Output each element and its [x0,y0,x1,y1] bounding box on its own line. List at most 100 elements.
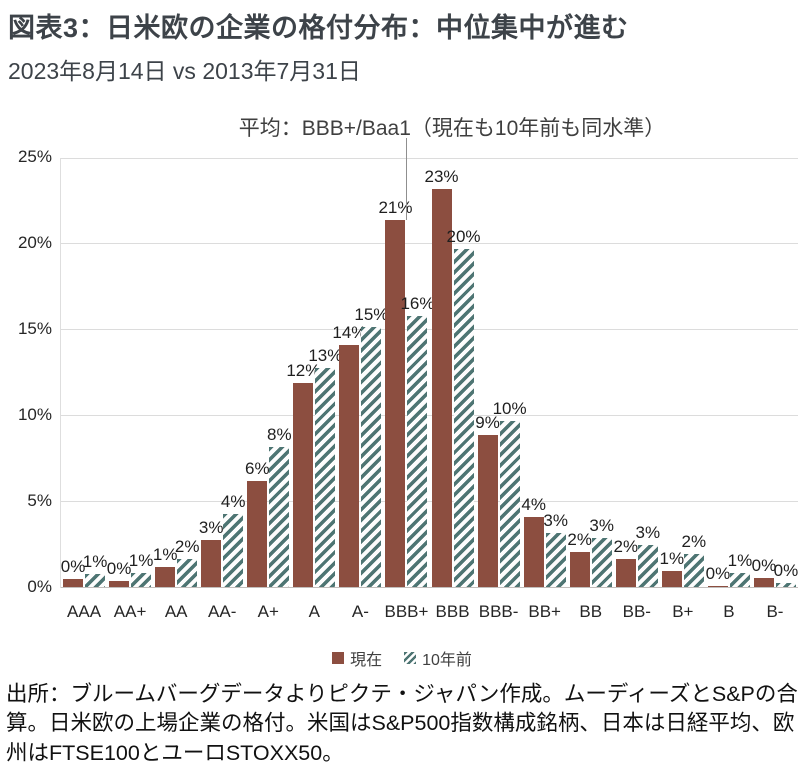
bar-fill [637,545,658,588]
bar-fill [63,579,84,588]
bar-group-BBB+: 21% 16% BBB+ [378,138,434,621]
bar-value-label: 2% [567,529,593,549]
bar-value-label: 10% [492,399,527,419]
bar-fill [177,558,198,588]
bar-value-label: 3% [543,510,568,530]
x-axis-label-BB+: BB+ [528,602,561,621]
bar-現在-BB+: 4% [521,496,546,588]
bar-group-A+: 6% 8% A+ [245,158,292,621]
bar-現在-AAA: 0% [61,558,85,588]
bar-fill [753,577,774,588]
bar-現在-B-: 0% [752,557,776,588]
legend-label: 10年前 [422,652,472,669]
bar-fill [201,539,222,588]
legend-label: 現在 [350,652,383,669]
bar-value-label: 0% [60,557,86,577]
bar-fill [523,517,544,588]
x-axis-label-AA: AA [164,602,188,621]
source-note: 出所：ブルームバーグデータよりピクテ・ジャパン作成。ムーディーズとS&Pの合算。… [6,682,798,765]
legend-item-現在: 現在 [332,646,382,670]
bar-10年前-BBB-: 10% [493,400,527,588]
bar-fill [615,558,636,588]
bar-現在-BB: 2% [567,531,592,588]
bar-value-label: 6% [244,459,270,479]
bar-value-label: 1% [128,550,154,570]
bar-group-B+: 1% 2% B+ [660,158,707,621]
bar-group-BBB: 23% 20% BBB [425,158,481,621]
bar-現在-A-: 14% [332,324,366,588]
bar-10年前-A: 13% [308,347,342,588]
y-tick-label: 15% [17,319,52,338]
bar-group-AA-: 3% 4% AA- [199,158,246,621]
x-axis-label-BB-: BB- [622,602,651,621]
bar-現在-BB-: 2% [613,538,638,588]
bar-fill [407,316,428,588]
x-axis-label-A-: A- [351,602,369,621]
x-axis-label-A+: A+ [257,602,279,621]
bar-現在-B+: 1% [660,550,684,588]
x-axis-label-B+: B+ [672,602,694,621]
bar-value-label: 0% [751,555,777,575]
bar-現在-A: 12% [286,362,320,588]
bar-10年前-AAA: 1% [83,553,107,588]
bar-fill [315,367,336,588]
y-tick-label: 20% [17,233,52,252]
legend-swatch-hatched [404,652,417,664]
gridline-25% [61,158,798,159]
bar-group-A: 12% 13% A [286,158,342,621]
bar-fill [775,582,796,588]
bar-現在-AA-: 3% [199,519,224,588]
x-axis-label-B: B [723,602,735,621]
bar-現在-BBB+: 21% [378,199,412,588]
bar-value-label: 1% [152,545,178,565]
bar-group-BB-: 2% 3% BB- [613,158,660,621]
bar-fill [683,553,704,588]
bar-10年前-B-: 0% [774,562,798,588]
bar-10年前-A-: 15% [354,306,388,588]
bar-10年前-BB-: 3% [635,524,660,588]
y-axis: 0% 5% 10% 15% 20% 25% [0,147,52,596]
bar-value-label: 3% [198,517,224,537]
bar-fill [247,481,268,588]
bar-value-label: 14% [332,323,367,343]
bar-10年前-A+: 8% [267,426,292,588]
bar-value-label: 0% [106,559,132,579]
bar-10年前-BBB: 20% [447,228,481,588]
x-axis-label-BB: BB [579,602,603,621]
bar-value-label: 23% [424,166,459,186]
bar-value-label: 12% [286,361,321,381]
bar-value-label: 2% [681,531,707,551]
bar-fill [85,574,106,588]
bar-value-label: 9% [475,412,500,432]
bar-10年前-BB+: 3% [543,512,568,588]
x-axis-label-BBB+: BBB+ [384,602,429,621]
bar-現在-A+: 6% [245,460,270,588]
bar-10年前-BBB+: 16% [400,295,434,588]
bar-value-label: 1% [727,550,753,570]
bar-value-label: 3% [635,523,661,542]
bar-現在-BBB: 23% [425,168,459,588]
bar-fill [569,551,590,588]
x-axis-label-AA+: AA+ [113,602,147,621]
bar-10年前-B+: 2% [682,533,706,588]
bar-group-B-: 0% 0% B- [752,158,799,621]
x-axis-label-AAA: AAA [67,602,102,621]
y-tick-label: 5% [27,491,52,510]
x-axis-label-AA-: AA- [208,602,237,621]
bar-value-label: 1% [82,552,108,572]
bar-fill [661,570,682,588]
bar-fill [269,446,290,588]
bar-現在-AA: 1% [153,546,177,588]
bar-group-BB: 2% 3% BB [567,158,615,621]
bar-value-label: 16% [400,294,435,314]
bar-value-label: 8% [266,424,292,444]
bar-value-label: 3% [589,516,615,536]
gridline-20% [61,243,798,244]
bar-value-label: 4% [521,495,546,515]
bar-fill [339,345,360,588]
bar-fill [293,383,314,588]
bar-fill [499,421,520,588]
bar-fill [131,572,152,588]
bar-value-label: 13% [308,345,343,365]
